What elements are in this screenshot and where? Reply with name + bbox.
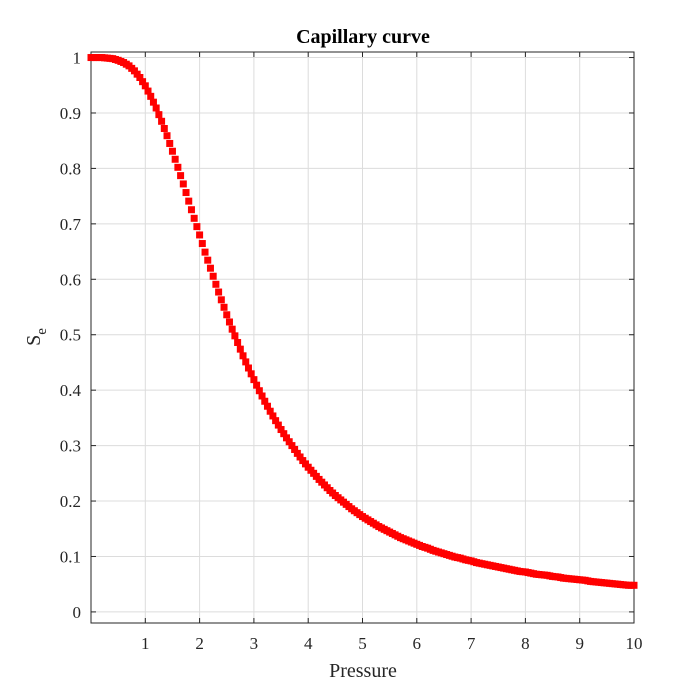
data-point [258, 392, 266, 400]
data-point [293, 449, 301, 457]
data-point [282, 434, 290, 442]
data-point [228, 325, 236, 333]
data-point [269, 412, 277, 420]
data-point [630, 581, 638, 589]
data-point [261, 397, 269, 405]
data-point [166, 139, 174, 147]
data-point [291, 445, 299, 453]
data-point [253, 381, 261, 389]
data-point [244, 364, 252, 372]
data-point [296, 453, 304, 461]
x-tick-label: 3 [250, 634, 259, 653]
data-point [160, 125, 168, 133]
axis-ticks [91, 52, 635, 623]
y-tick-label: 0.4 [60, 381, 82, 400]
data-point [272, 417, 280, 425]
data-point [174, 163, 182, 171]
data-point [223, 311, 231, 319]
y-tick-label: 0.8 [60, 159, 81, 178]
y-tick-label: 0.3 [60, 437, 81, 456]
data-markers [87, 54, 638, 589]
y-tick-label: 0.7 [60, 215, 82, 234]
x-tick-label: 6 [413, 634, 422, 653]
data-point [198, 240, 206, 248]
data-point [231, 332, 239, 340]
data-point [177, 172, 185, 180]
data-point [242, 358, 250, 366]
data-point [190, 214, 198, 222]
x-tick-label: 5 [358, 634, 367, 653]
tick-labels: 1 2 3 4 5 6 7 8 9 10 0 0.1 0.2 0.3 0.4 0.5 0.6 0.7 0.8 0.9 1 [60, 49, 643, 653]
y-tick-label: 0.2 [60, 492, 81, 511]
y-tick-label: 0.9 [60, 104, 81, 123]
data-point [155, 111, 163, 119]
data-point [250, 376, 258, 384]
x-tick-label: 9 [575, 634, 584, 653]
data-point [152, 104, 160, 112]
data-point [277, 426, 285, 434]
y-tick-label: 0 [73, 603, 82, 622]
data-point [179, 180, 187, 188]
x-tick-label: 4 [304, 634, 313, 653]
x-axis-label: Pressure [329, 660, 397, 682]
data-point [209, 272, 217, 280]
data-point [206, 264, 214, 272]
data-point [171, 155, 179, 163]
data-point [193, 223, 201, 231]
data-point [225, 318, 233, 326]
chart-title: Capillary curve [296, 26, 430, 48]
data-point [263, 402, 271, 410]
data-point [139, 78, 147, 86]
data-point [236, 345, 244, 353]
data-point [196, 231, 204, 239]
data-point [212, 280, 220, 288]
y-tick-label: 1 [73, 49, 82, 68]
y-axis-label-main: S [23, 335, 45, 346]
y-tick-label: 0.5 [60, 326, 81, 345]
data-point [136, 74, 144, 82]
data-point [274, 421, 282, 429]
data-point [187, 206, 195, 214]
y-axis-label-subscript: e [34, 328, 50, 335]
data-point [280, 430, 288, 438]
data-point [185, 197, 193, 205]
data-point [149, 98, 157, 106]
data-point [182, 189, 190, 197]
x-tick-label: 10 [626, 634, 643, 653]
y-tick-label: 0.6 [60, 270, 81, 289]
data-point [266, 407, 274, 415]
x-tick-label: 1 [141, 634, 150, 653]
data-point [144, 87, 152, 95]
data-point [220, 303, 228, 311]
x-tick-label: 7 [467, 634, 476, 653]
data-point [201, 248, 209, 256]
data-point [247, 370, 255, 378]
data-point [217, 296, 225, 304]
data-point [285, 438, 293, 446]
data-point [288, 442, 296, 450]
x-tick-label: 2 [195, 634, 204, 653]
y-axis-label: Se [23, 328, 50, 346]
data-point [141, 82, 149, 90]
data-point [255, 387, 263, 395]
data-point [239, 352, 247, 360]
grid-lines [91, 52, 635, 623]
data-point [158, 117, 166, 125]
data-point [204, 256, 212, 264]
data-point [147, 92, 155, 100]
x-tick-label: 8 [521, 634, 530, 653]
data-point [234, 338, 242, 346]
data-point [168, 147, 176, 155]
data-point [215, 288, 223, 296]
data-point [163, 132, 171, 140]
y-tick-label: 0.1 [60, 547, 81, 566]
